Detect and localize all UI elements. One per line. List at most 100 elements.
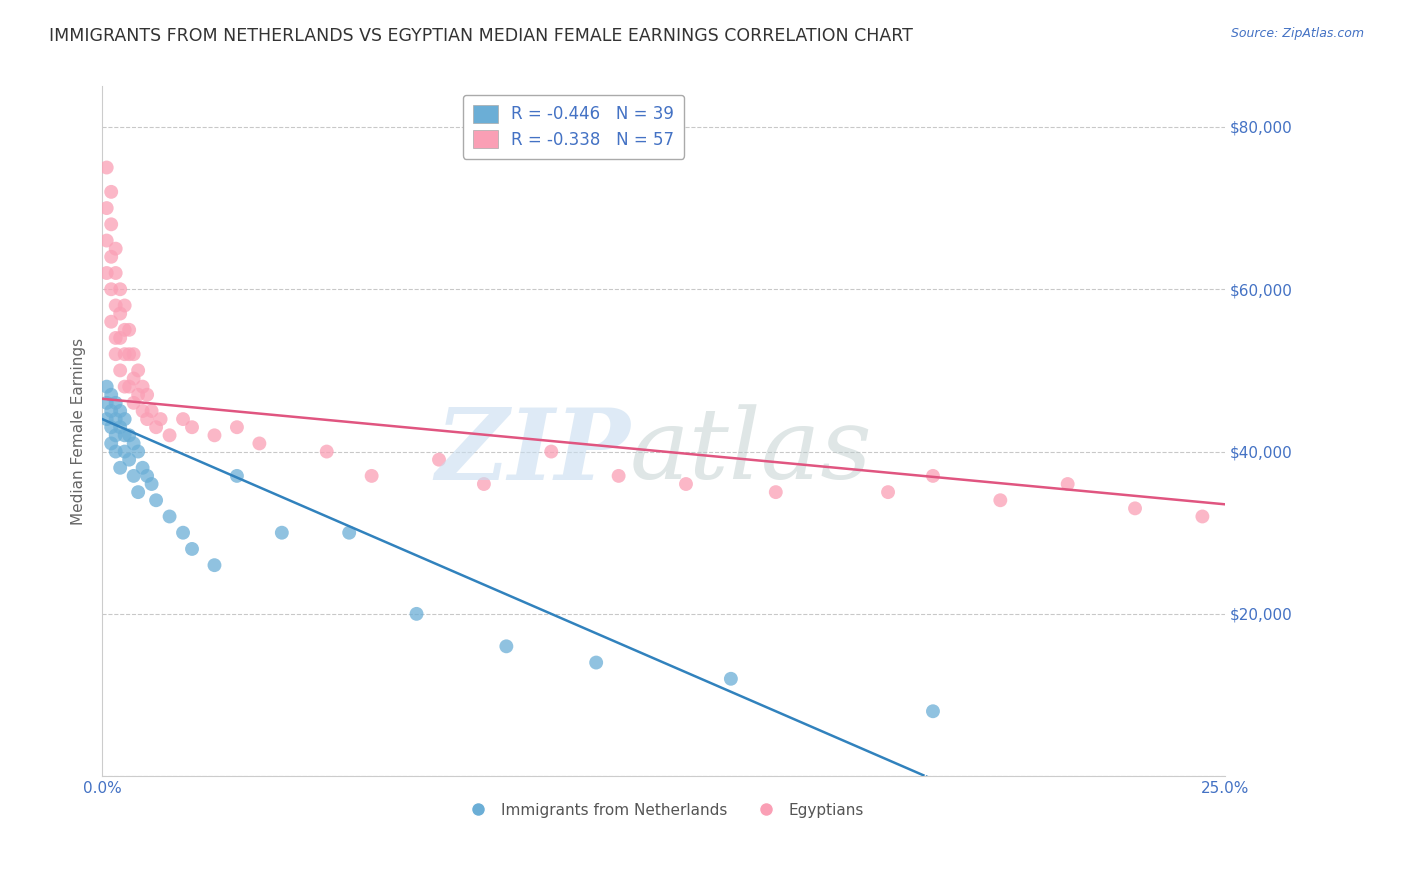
Point bbox=[100, 282, 122, 296]
Point bbox=[118, 323, 141, 337]
Text: IMMIGRANTS FROM NETHERLANDS VS EGYPTIAN MEDIAN FEMALE EARNINGS CORRELATION CHART: IMMIGRANTS FROM NETHERLANDS VS EGYPTIAN … bbox=[49, 27, 912, 45]
Point bbox=[360, 469, 382, 483]
Point bbox=[181, 541, 204, 556]
Point bbox=[118, 428, 141, 442]
Point bbox=[159, 509, 181, 524]
Point bbox=[100, 420, 122, 434]
Point bbox=[720, 672, 742, 686]
Point bbox=[122, 469, 145, 483]
Point bbox=[315, 444, 337, 458]
Point bbox=[114, 298, 136, 312]
Point bbox=[127, 485, 149, 500]
Point bbox=[104, 331, 127, 345]
Y-axis label: Median Female Earnings: Median Female Earnings bbox=[72, 338, 86, 524]
Point bbox=[108, 460, 131, 475]
Point bbox=[405, 607, 427, 621]
Point bbox=[131, 460, 153, 475]
Point bbox=[114, 412, 136, 426]
Point bbox=[96, 396, 118, 410]
Point bbox=[122, 396, 145, 410]
Point bbox=[181, 420, 204, 434]
Point bbox=[540, 444, 562, 458]
Point bbox=[96, 234, 118, 248]
Point bbox=[108, 331, 131, 345]
Point bbox=[136, 412, 159, 426]
Point bbox=[204, 428, 226, 442]
Point bbox=[226, 469, 249, 483]
Point bbox=[108, 420, 131, 434]
Point bbox=[172, 412, 194, 426]
Text: atlas: atlas bbox=[630, 404, 873, 500]
Point bbox=[127, 444, 149, 458]
Point bbox=[585, 656, 607, 670]
Point bbox=[108, 282, 131, 296]
Point bbox=[108, 404, 131, 418]
Point bbox=[159, 428, 181, 442]
Point bbox=[96, 201, 118, 215]
Point bbox=[122, 371, 145, 385]
Point bbox=[1191, 509, 1213, 524]
Point bbox=[145, 493, 167, 508]
Point bbox=[114, 379, 136, 393]
Point bbox=[114, 444, 136, 458]
Point bbox=[104, 242, 127, 256]
Point bbox=[104, 347, 127, 361]
Point bbox=[495, 640, 517, 654]
Point bbox=[96, 412, 118, 426]
Legend: Immigrants from Netherlands, Egyptians: Immigrants from Netherlands, Egyptians bbox=[457, 797, 870, 823]
Point bbox=[100, 250, 122, 264]
Point bbox=[472, 477, 495, 491]
Point bbox=[1123, 501, 1146, 516]
Point bbox=[877, 485, 900, 500]
Point bbox=[922, 704, 945, 718]
Point bbox=[118, 452, 141, 467]
Point bbox=[204, 558, 226, 573]
Point bbox=[988, 493, 1011, 508]
Point bbox=[765, 485, 787, 500]
Point bbox=[136, 388, 159, 402]
Point bbox=[96, 266, 118, 280]
Point bbox=[172, 525, 194, 540]
Point bbox=[104, 396, 127, 410]
Point bbox=[118, 379, 141, 393]
Point bbox=[104, 266, 127, 280]
Point bbox=[145, 420, 167, 434]
Point bbox=[118, 347, 141, 361]
Point bbox=[122, 347, 145, 361]
Point bbox=[100, 436, 122, 450]
Point bbox=[607, 469, 630, 483]
Point bbox=[337, 525, 360, 540]
Point bbox=[104, 298, 127, 312]
Point bbox=[100, 217, 122, 231]
Point bbox=[136, 469, 159, 483]
Point bbox=[114, 428, 136, 442]
Point bbox=[675, 477, 697, 491]
Point bbox=[131, 379, 153, 393]
Point bbox=[114, 347, 136, 361]
Point bbox=[127, 363, 149, 377]
Point bbox=[247, 436, 270, 450]
Point bbox=[100, 185, 122, 199]
Point bbox=[96, 379, 118, 393]
Point bbox=[108, 363, 131, 377]
Point bbox=[100, 388, 122, 402]
Point bbox=[141, 477, 163, 491]
Point bbox=[922, 469, 945, 483]
Point bbox=[149, 412, 172, 426]
Point bbox=[1056, 477, 1078, 491]
Point bbox=[122, 436, 145, 450]
Point bbox=[131, 404, 153, 418]
Point bbox=[226, 420, 249, 434]
Point bbox=[114, 323, 136, 337]
Text: Source: ZipAtlas.com: Source: ZipAtlas.com bbox=[1230, 27, 1364, 40]
Point bbox=[427, 452, 450, 467]
Point bbox=[108, 307, 131, 321]
Point bbox=[270, 525, 292, 540]
Point bbox=[100, 315, 122, 329]
Point bbox=[104, 444, 127, 458]
Point bbox=[104, 412, 127, 426]
Point bbox=[127, 388, 149, 402]
Text: ZIP: ZIP bbox=[434, 404, 630, 500]
Point bbox=[141, 404, 163, 418]
Point bbox=[100, 404, 122, 418]
